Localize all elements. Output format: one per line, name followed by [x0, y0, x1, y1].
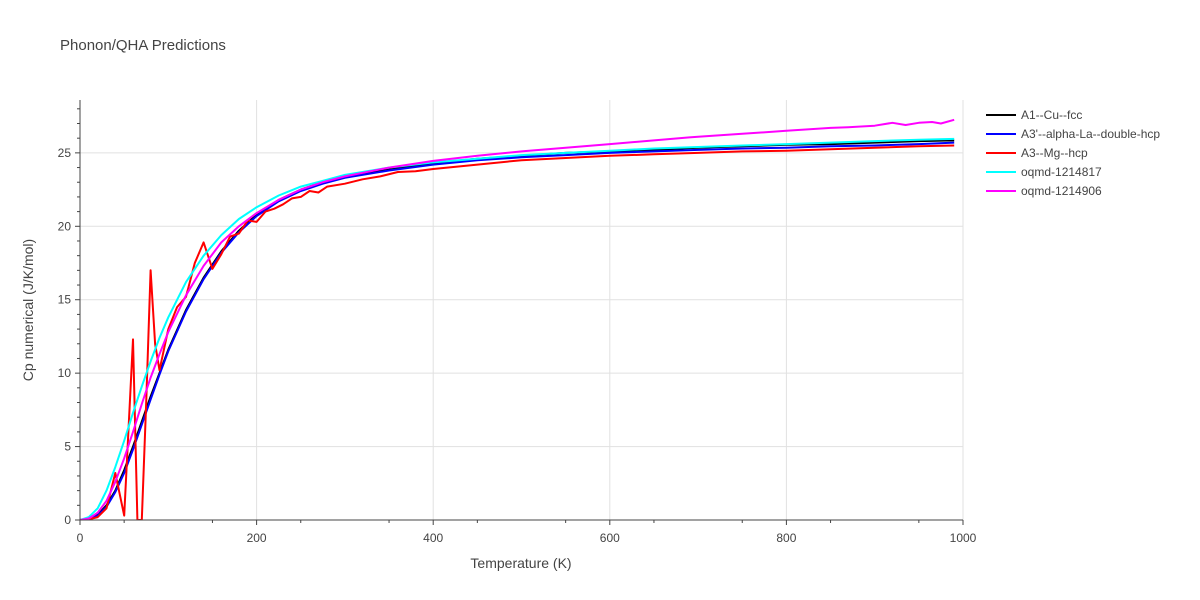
x-tick-label: 200	[247, 531, 267, 545]
x-tick-label: 400	[423, 531, 443, 545]
legend-label: oqmd-1214906	[1021, 184, 1102, 198]
legend-label: A3--Mg--hcp	[1021, 146, 1088, 160]
x-axis-title: Temperature (K)	[470, 555, 571, 571]
legend-item-1[interactable]: A3'--alpha-La--double-hcp	[986, 127, 1160, 141]
series-lines	[80, 118, 955, 520]
legend-label: A3'--alpha-La--double-hcp	[1021, 127, 1160, 141]
tick-labels: 0 200 400 600 800 1000 0 5 10 15 20 25	[58, 108, 977, 545]
y-tick-label: 25	[58, 146, 72, 160]
x-tick-label: 600	[600, 531, 620, 545]
y-tick-label: 0	[64, 513, 71, 527]
y-tick-label: 15	[58, 293, 72, 307]
legend-item-0[interactable]: A1--Cu--fcc	[986, 108, 1082, 122]
legend-item-3[interactable]: oqmd-1214817	[986, 165, 1102, 179]
x-tick-label: 0	[77, 531, 84, 545]
series-line-2	[80, 144, 955, 520]
legend-item-4[interactable]: oqmd-1214906	[986, 184, 1102, 198]
legend-label: oqmd-1214817	[1021, 165, 1102, 179]
x-tick-label: 1000	[950, 531, 977, 545]
series-line-1	[80, 141, 955, 520]
grid	[80, 100, 964, 520]
y-axis-title: Cp numerical (J/K/mol)	[20, 239, 36, 381]
y-tick-label: 20	[58, 219, 72, 233]
series-line-3	[80, 137, 955, 520]
legend-item-2[interactable]: A3--Mg--hcp	[986, 146, 1088, 160]
plot-area	[80, 118, 955, 520]
legend[interactable]: A1--Cu--fcc A3'--alpha-La--double-hcp A3--…	[986, 108, 1160, 198]
series-line-4	[80, 118, 955, 520]
series-line-0	[80, 139, 955, 520]
y-tick-label: 5	[64, 440, 71, 454]
x-tick-label: 800	[776, 531, 796, 545]
legend-label: A1--Cu--fcc	[1021, 108, 1082, 122]
y-tick-label: 10	[58, 366, 72, 380]
chart-title: Phonon/QHA Predictions	[60, 37, 226, 54]
